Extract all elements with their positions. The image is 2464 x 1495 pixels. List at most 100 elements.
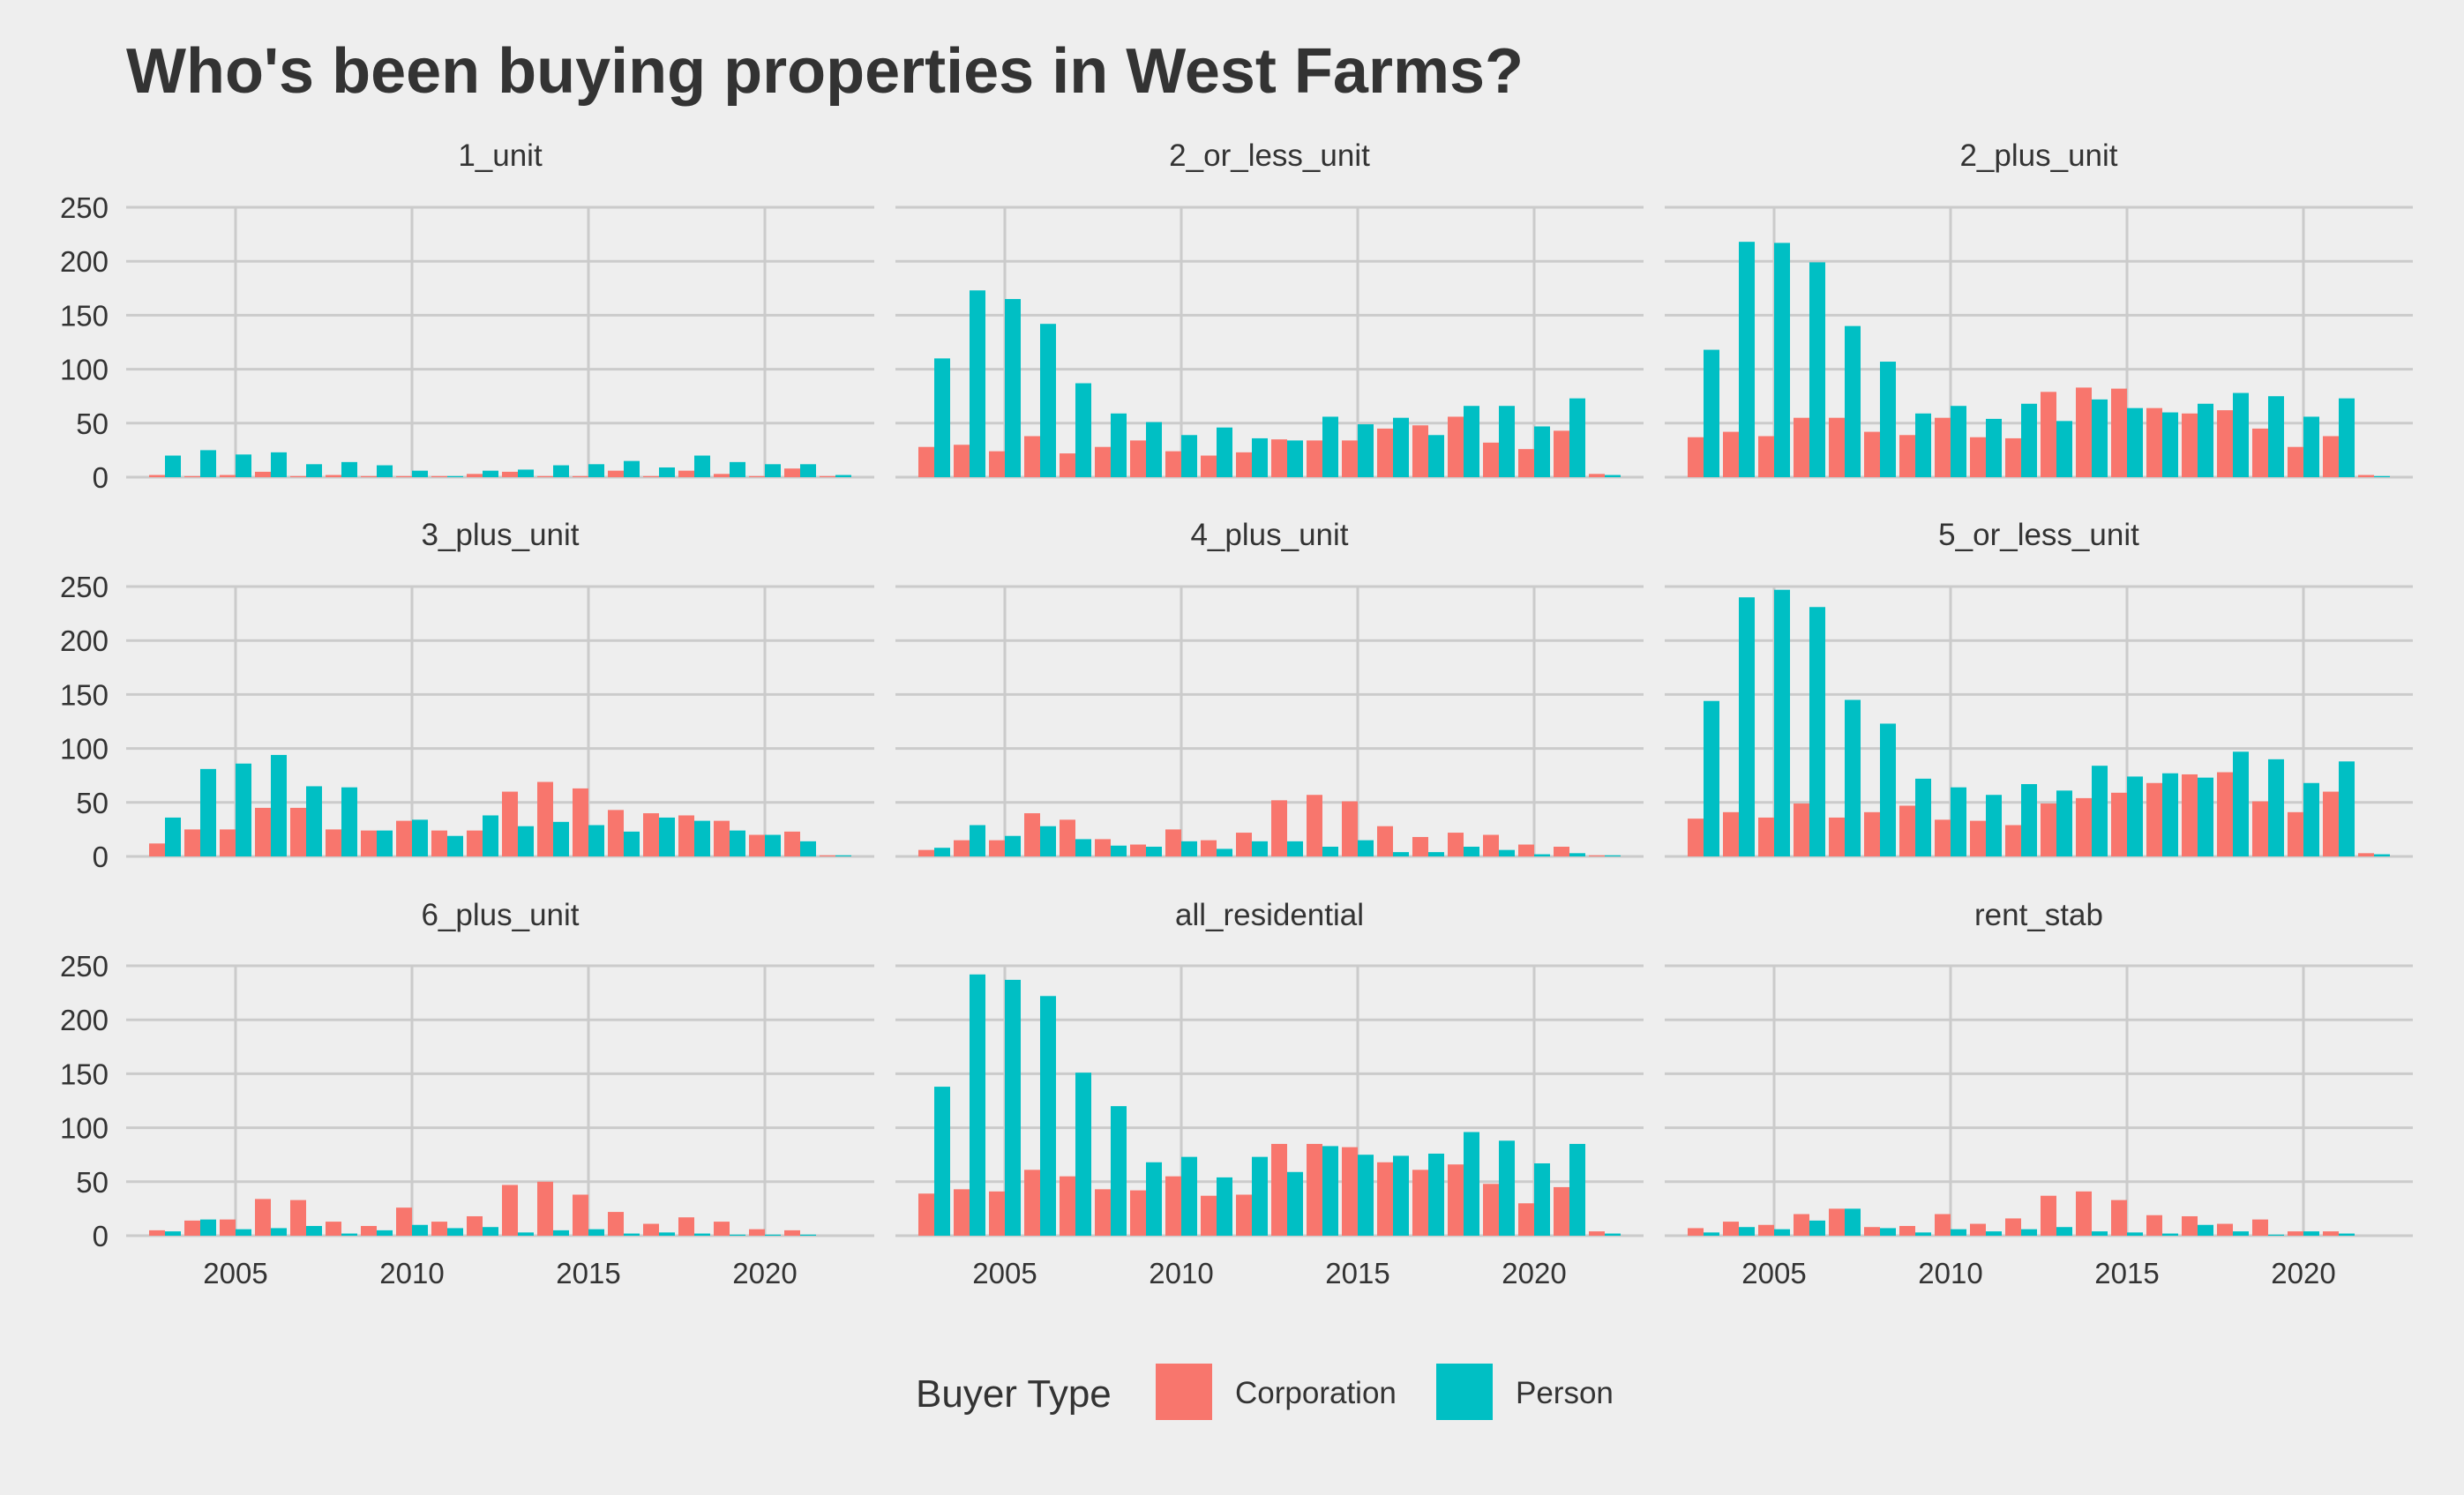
bar-person-2016 — [624, 1233, 640, 1236]
bar-person-2008 — [1880, 723, 1896, 856]
bar-corporation-2015 — [2111, 388, 2127, 477]
bar-person-2015 — [2127, 1232, 2143, 1236]
bar-person-2014 — [553, 821, 569, 856]
bar-corporation-2017 — [1412, 836, 1428, 856]
bar-person-2007 — [1845, 1208, 1861, 1236]
bar-person-2006 — [271, 1228, 287, 1236]
y-tick-label: 250 — [60, 571, 109, 603]
bar-person-2010 — [1951, 787, 1966, 856]
bar-corporation-2012 — [1236, 452, 1252, 477]
bar-person-2016 — [1393, 852, 1409, 856]
y-tick-label: 100 — [60, 733, 109, 766]
bar-person-2018 — [1464, 406, 1479, 477]
bar-person-2005 — [236, 763, 251, 856]
bar-person-2012 — [1252, 437, 1268, 477]
facet-label: 5_or_less_unit — [1938, 518, 2139, 552]
bar-person-2015 — [1358, 424, 1374, 477]
bar-corporation-2005 — [220, 1219, 236, 1236]
bar-person-2012 — [2021, 403, 2037, 477]
bar-corporation-2020 — [1518, 844, 1534, 856]
x-tick-label: 2005 — [972, 1257, 1037, 1289]
facet-panel-2_or_less_unit: 2_or_less_unit — [895, 138, 1644, 479]
bar-corporation-2020 — [749, 1229, 765, 1236]
bar-corporation-2014 — [1307, 795, 1322, 856]
bar-person-2008 — [1111, 413, 1127, 477]
bar-person-2010 — [1951, 406, 1966, 477]
bar-person-2018 — [1464, 846, 1479, 856]
bar-corporation-2018 — [2217, 410, 2233, 477]
bar-corporation-2021 — [784, 831, 800, 856]
x-tick-label: 2010 — [1918, 1257, 1982, 1289]
bar-corporation-2009 — [1899, 1225, 1915, 1236]
bar-corporation-2018 — [1448, 1164, 1464, 1236]
bar-corporation-2004 — [1723, 811, 1739, 856]
bar-person-2009 — [377, 830, 393, 856]
bar-corporation-2007 — [1060, 1176, 1075, 1236]
bar-person-2019 — [1499, 849, 1515, 856]
bar-corporation-2012 — [467, 1215, 483, 1236]
bar-corporation-2008 — [326, 1222, 341, 1236]
bar-corporation-2009 — [1130, 844, 1146, 856]
bar-person-2019 — [730, 1234, 745, 1236]
facet-panel-1_unit: 1_unit 0 50 100 150 200 250 — [60, 138, 874, 494]
bar-corporation-2013 — [1271, 1143, 1287, 1236]
bar-corporation-2019 — [714, 474, 730, 477]
bar-person-2022 — [2374, 475, 2390, 477]
bar-corporation-2003 — [149, 475, 165, 477]
bar-corporation-2021 — [2323, 1231, 2339, 1236]
bar-corporation-2017 — [2182, 1215, 2198, 1236]
bar-person-2012 — [1252, 841, 1268, 856]
bar-corporation-2016 — [2146, 782, 2162, 856]
bar-person-2021 — [800, 1234, 816, 1236]
bar-corporation-2015 — [1342, 440, 1358, 477]
bar-person-2008 — [341, 1233, 357, 1236]
bar-person-2004 — [1739, 242, 1755, 477]
bar-person-2003 — [165, 455, 181, 477]
y-tick-label: 50 — [76, 787, 109, 819]
bar-corporation-2010 — [1935, 819, 1951, 856]
bar-person-2004 — [1739, 1227, 1755, 1236]
bar-person-2020 — [765, 834, 781, 856]
bar-corporation-2018 — [1448, 833, 1464, 856]
bar-corporation-2015 — [1342, 801, 1358, 856]
facet-panel-3_plus_unit: 3_plus_unit 0 50 100 150 200 250 — [60, 518, 874, 873]
bar-corporation-2022 — [1589, 474, 1605, 477]
bar-person-2013 — [2056, 1227, 2072, 1236]
y-tick-label: 100 — [60, 354, 109, 386]
bar-corporation-2021 — [1554, 430, 1569, 477]
bar-person-2020 — [2303, 782, 2319, 856]
bar-corporation-2003 — [918, 849, 934, 856]
bar-person-2015 — [588, 825, 604, 856]
bar-corporation-2008 — [1864, 811, 1880, 856]
bar-corporation-2022 — [820, 475, 835, 477]
y-tick-label: 100 — [60, 1112, 109, 1145]
bar-person-2013 — [2056, 421, 2072, 477]
bar-person-2010 — [1181, 435, 1197, 477]
bar-person-2020 — [2303, 1231, 2319, 1236]
bar-corporation-2010 — [1165, 451, 1181, 477]
facet-panels: 1_unit 0 50 100 150 200 250 2_or_less_unit 2_plu… — [60, 138, 2413, 1289]
bar-person-2021 — [1569, 853, 1585, 856]
bar-corporation-2016 — [608, 1212, 624, 1236]
bar-person-2021 — [1569, 398, 1585, 477]
bar-person-2017 — [659, 817, 675, 856]
y-tick-label: 0 — [93, 1220, 109, 1252]
bar-corporation-2007 — [1829, 417, 1845, 477]
bar-person-2016 — [1393, 1155, 1409, 1236]
bar-corporation-2005 — [1758, 436, 1774, 477]
bar-corporation-2020 — [2288, 446, 2303, 477]
bar-person-2018 — [694, 1233, 710, 1236]
bar-person-2004 — [200, 450, 216, 477]
y-tick-label: 150 — [60, 678, 109, 711]
bar-corporation-2020 — [1518, 1203, 1534, 1236]
bar-corporation-2006 — [1794, 804, 1809, 856]
bar-person-2007 — [1075, 839, 1091, 856]
bar-corporation-2011 — [1970, 820, 1986, 856]
bar-person-2009 — [1915, 413, 1931, 477]
bar-corporation-2019 — [1483, 834, 1499, 856]
bar-corporation-2003 — [918, 446, 934, 477]
bar-corporation-2011 — [1201, 840, 1217, 856]
bar-person-2021 — [2339, 1233, 2355, 1236]
bar-person-2008 — [341, 461, 357, 477]
